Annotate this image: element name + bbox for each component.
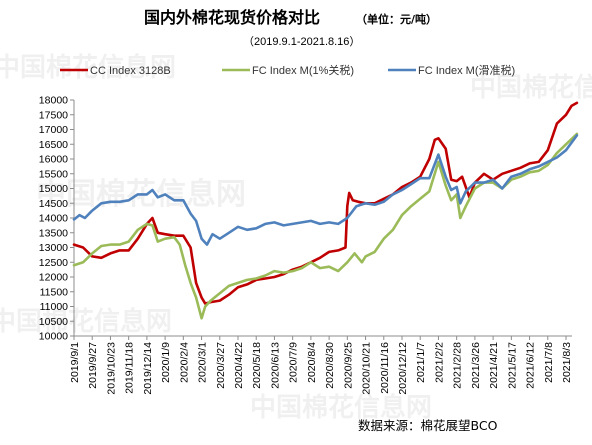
x-tick-label: 2020/6/13 bbox=[269, 342, 281, 389]
chart-subtitle: （2019.9.1-2021.8.16） bbox=[243, 35, 360, 48]
watermark-text: 中国棉花信息网 bbox=[0, 52, 176, 83]
unit-note: （单位：元/吨） bbox=[356, 12, 437, 26]
y-tick-label: 15500 bbox=[39, 168, 68, 180]
x-tick-label: 2020/11/16 bbox=[379, 342, 391, 394]
x-tick-label: 2021/3/26 bbox=[470, 342, 482, 389]
x-tick-label: 2020/12/12 bbox=[397, 342, 409, 395]
y-tick-label: 10000 bbox=[39, 331, 68, 343]
y-tick-label: 13000 bbox=[39, 242, 68, 254]
watermark-text: 中国棉花信息网 bbox=[250, 392, 432, 423]
legend: CC Index 3128B FC Index M(1%关税) FC Index M… bbox=[60, 63, 515, 77]
data-source: 数据来源：棉花展望BCO bbox=[358, 418, 498, 433]
x-tick-label: 2021/2/2 bbox=[433, 342, 445, 383]
x-tick-label: 2020/7/9 bbox=[288, 342, 300, 383]
x-tick-label: 2020/8/4 bbox=[306, 342, 318, 383]
x-tick-label: 2020/9/25 bbox=[342, 342, 354, 389]
x-tick-label: 2020/3/1 bbox=[197, 342, 209, 383]
x-tick-label: 2020/10/21 bbox=[361, 342, 373, 395]
x-tick-label: 2020/5/18 bbox=[251, 342, 263, 389]
y-tick-label: 17500 bbox=[39, 109, 68, 121]
x-tick-label: 2021/1/7 bbox=[415, 342, 427, 383]
x-tick-label: 2021/7/8 bbox=[543, 342, 555, 383]
x-tick-label: 2021/5/17 bbox=[506, 342, 518, 389]
y-tick-label: 16500 bbox=[39, 139, 68, 151]
x-tick-label: 2019/10/23 bbox=[105, 342, 117, 395]
y-tick-label: 15000 bbox=[39, 183, 68, 195]
y-tick-label: 14000 bbox=[39, 213, 68, 225]
x-tick-label: 2020/3/27 bbox=[215, 342, 227, 389]
y-tick-label: 11500 bbox=[40, 286, 69, 298]
x-tick-label: 2021/2/28 bbox=[452, 342, 464, 389]
x-tick-label: 2020/4/22 bbox=[233, 342, 245, 389]
legend-label: FC Index M(滑准税) bbox=[418, 63, 515, 77]
x-tick-label: 2020/1/9 bbox=[160, 342, 172, 383]
x-tick-label: 2020/2/4 bbox=[178, 342, 190, 383]
y-tick-label: 10500 bbox=[39, 316, 68, 328]
axes: 10000 10500 11000 11500 12000 12500 13000 13500… bbox=[39, 95, 573, 395]
watermark-text: 中国棉花信息网 bbox=[470, 72, 592, 103]
watermark-text: 中国棉花信息网 bbox=[0, 306, 172, 337]
y-tick-label: 12000 bbox=[39, 272, 68, 284]
y-tick-label: 14500 bbox=[39, 198, 68, 210]
x-tick-label: 2021/8/3 bbox=[561, 342, 573, 383]
legend-label: CC Index 3128B bbox=[90, 65, 171, 77]
y-tick-label: 17000 bbox=[39, 124, 68, 136]
x-tick-label: 2019/12/14 bbox=[142, 342, 154, 395]
series-layer bbox=[72, 101, 579, 320]
x-tick-label: 2020/8/30 bbox=[324, 342, 336, 389]
x-tick-label: 2019/9/27 bbox=[87, 342, 99, 389]
y-tick-label: 11000 bbox=[40, 301, 69, 313]
y-tick-label: 16000 bbox=[39, 154, 68, 166]
x-tick-label: 2019/11/18 bbox=[124, 342, 136, 394]
series-line-3 bbox=[72, 134, 579, 246]
y-tick-label: 13500 bbox=[39, 227, 68, 239]
x-tick-label: 2021/6/12 bbox=[525, 342, 537, 389]
x-tick-label: 2021/4/21 bbox=[488, 342, 500, 389]
x-tick-label: 2019/9/1 bbox=[69, 342, 81, 383]
y-tick-label: 12500 bbox=[39, 257, 68, 269]
series-line-1 bbox=[72, 101, 579, 305]
legend-label: FC Index M(1%关税) bbox=[252, 63, 354, 77]
chart-title: 国内外棉花现货价格对比 bbox=[144, 8, 320, 27]
y-tick-label: 18000 bbox=[39, 95, 68, 107]
series-line-2 bbox=[72, 132, 579, 320]
